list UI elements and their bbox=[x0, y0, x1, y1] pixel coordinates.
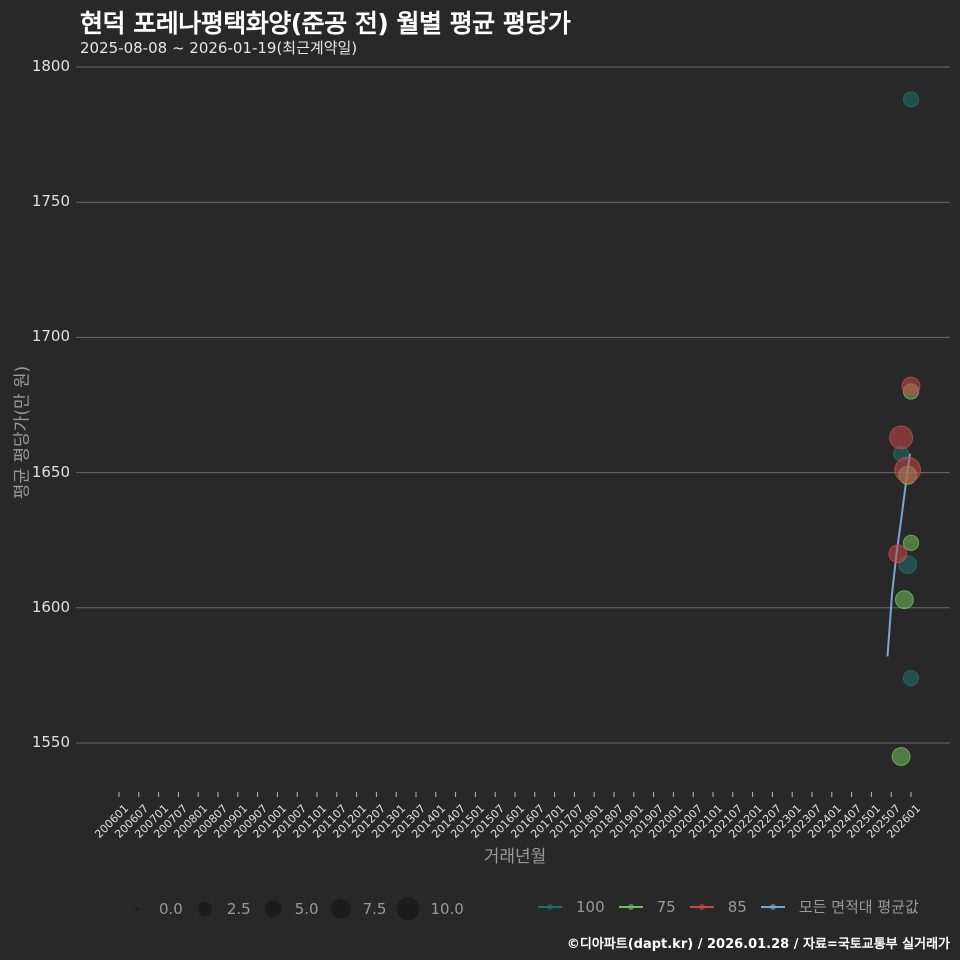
series-legend-item: 모든 면적대 평균값 bbox=[760, 896, 919, 917]
series-line-icon bbox=[538, 903, 562, 910]
data-points bbox=[888, 91, 922, 766]
series-line-icon bbox=[689, 903, 714, 910]
data-point-75 bbox=[895, 590, 914, 610]
series-legend-item: 85 bbox=[689, 898, 747, 916]
series-legend-item: 100 bbox=[538, 898, 605, 916]
footer-credit: ©디아파트(dapt.kr) / 2026.01.28 / 자료=국토교통부 실… bbox=[566, 937, 950, 952]
size-circle-icon bbox=[135, 907, 139, 911]
series-line-icon bbox=[760, 903, 785, 910]
data-point-75 bbox=[902, 534, 920, 552]
y-tick-label: 1700 bbox=[31, 327, 70, 346]
y-tick-label: 1600 bbox=[31, 597, 70, 616]
y-tick-label: 1800 bbox=[31, 57, 70, 75]
series-legend-item: 75 bbox=[618, 898, 676, 916]
size-legend-item: 7.5 bbox=[329, 896, 386, 922]
data-point-100 bbox=[902, 91, 920, 108]
size-legend-item: 2.5 bbox=[193, 896, 251, 922]
size-circle-icon bbox=[396, 897, 420, 921]
chart-title: 현덕 포레나평택화양(준공 전) 월별 평균 평당가 bbox=[80, 9, 571, 38]
size-circle-icon bbox=[197, 902, 212, 916]
size-legend-item: 0.0 bbox=[125, 896, 183, 922]
data-point-85 bbox=[889, 425, 914, 450]
x-axis-title: 거래년월 bbox=[483, 847, 547, 867]
chart-subtitle: 2025-08-08 ~ 2026-01-19(최근계약일) bbox=[80, 39, 358, 57]
y-tick-label: 1550 bbox=[31, 733, 70, 751]
data-point-100 bbox=[902, 670, 920, 687]
data-point-75 bbox=[891, 747, 911, 766]
x-axis-ticks bbox=[118, 792, 912, 797]
y-tick-label: 1650 bbox=[31, 462, 70, 481]
size-legend-item: 10.0 bbox=[396, 896, 464, 922]
series-legend: 100 75 85 모든 면적대 평균값 bbox=[538, 896, 933, 917]
size-legend-item: 5.0 bbox=[261, 896, 319, 922]
size-legend: 0.0 2.5 5.0 7.5 10.0 bbox=[125, 896, 474, 922]
y-tick-label: 1750 bbox=[31, 192, 70, 211]
y-axis-title: 평균 평당가(만 원) bbox=[12, 365, 33, 500]
data-point-85 bbox=[888, 544, 908, 564]
series-line-icon bbox=[618, 903, 643, 910]
size-circle-icon bbox=[264, 900, 282, 918]
data-point-85 bbox=[901, 376, 921, 396]
size-circle-icon bbox=[330, 899, 351, 919]
gridlines bbox=[76, 66, 950, 744]
data-point-85 bbox=[894, 456, 922, 484]
